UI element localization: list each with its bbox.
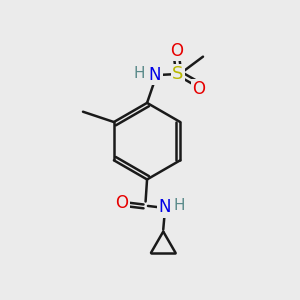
Text: H: H [173,198,184,213]
Text: O: O [170,42,183,60]
Text: O: O [192,80,205,98]
Text: S: S [172,65,184,83]
Text: O: O [116,194,128,212]
Text: N: N [149,66,161,84]
Text: N: N [158,198,171,216]
Text: H: H [134,66,145,81]
